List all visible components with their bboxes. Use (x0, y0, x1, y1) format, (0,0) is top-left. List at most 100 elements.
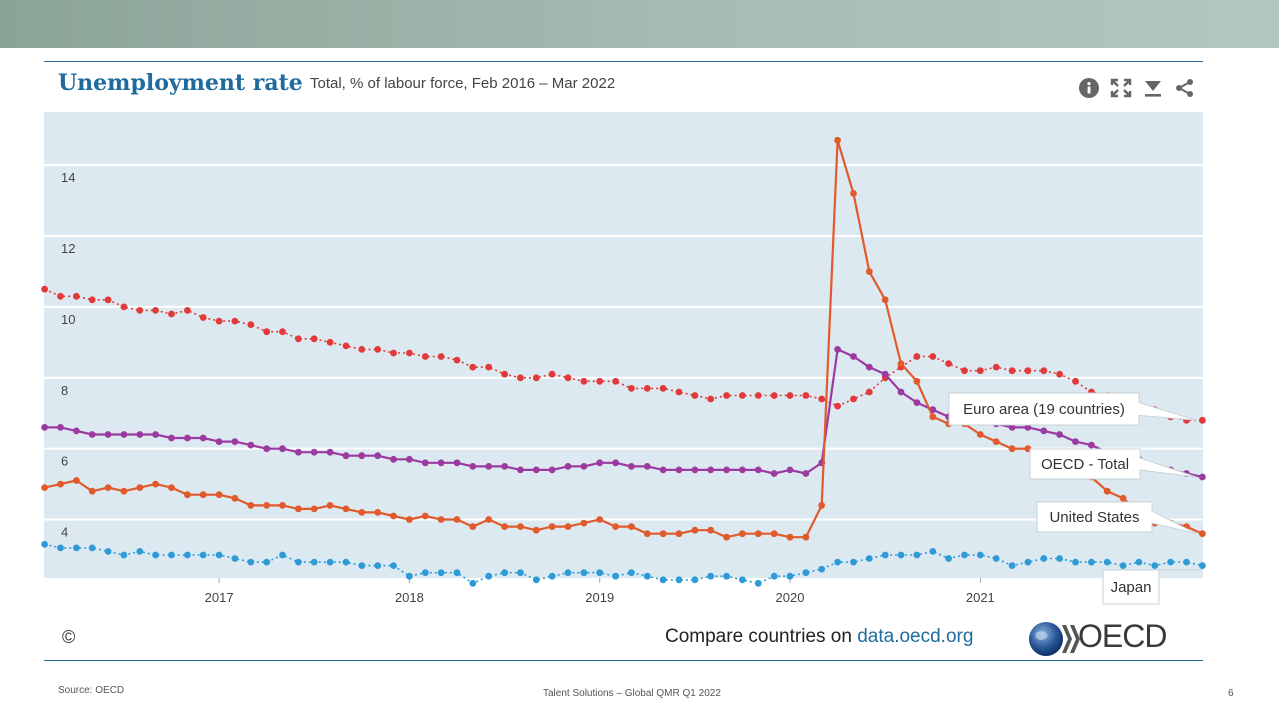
download-icon[interactable] (1143, 78, 1163, 98)
point-japan-51 (850, 558, 857, 566)
point-japan-63 (1040, 555, 1048, 562)
point-oecd-42 (707, 466, 715, 474)
point-us-42 (707, 526, 715, 534)
point-oecd-26 (453, 459, 461, 467)
point-euro-50 (834, 402, 841, 410)
point-oecd-51 (850, 353, 857, 360)
point-oecd-35 (596, 459, 604, 467)
point-oecd-63 (1040, 427, 1048, 435)
point-oecd-38 (643, 463, 651, 470)
point-japan-72 (1183, 558, 1190, 566)
point-euro-62 (1024, 367, 1032, 375)
point-oecd-52 (865, 363, 873, 371)
point-us-37 (628, 523, 635, 530)
oecd-globe-logo (1029, 622, 1080, 656)
callout-label-japan: Japan (1111, 579, 1152, 596)
point-japan-8 (168, 551, 175, 559)
point-us-51 (850, 190, 857, 197)
point-oecd-8 (168, 434, 175, 442)
point-euro-10 (199, 314, 207, 321)
point-euro-9 (184, 307, 191, 314)
point-us-29 (501, 523, 508, 530)
callout-label-us: United States (1049, 509, 1139, 526)
point-euro-40 (675, 388, 683, 396)
point-oecd-31 (532, 466, 540, 474)
point-us-12 (231, 494, 239, 502)
point-euro-6 (136, 307, 144, 314)
source-note: Source: OECD (58, 685, 125, 696)
point-us-31 (532, 526, 540, 534)
point-us-38 (643, 530, 651, 538)
point-oecd-1 (57, 424, 64, 431)
point-oecd-23 (406, 455, 413, 463)
point-us-2 (73, 477, 80, 484)
point-euro-25 (437, 353, 445, 360)
point-japan-4 (104, 548, 112, 555)
point-us-8 (168, 484, 175, 491)
share-icon[interactable] (1175, 78, 1195, 98)
compare-link[interactable]: data.oecd.org (857, 626, 974, 647)
point-japan-60 (992, 555, 1000, 562)
point-euro-58 (961, 367, 968, 375)
point-euro-32 (548, 370, 556, 378)
point-oecd-45 (754, 466, 762, 474)
y-tick-label-12: 12 (61, 241, 75, 256)
compare-prefix: Compare countries on (665, 626, 858, 647)
point-japan-33 (564, 569, 572, 577)
point-euro-5 (120, 303, 128, 311)
point-japan-46 (770, 572, 778, 580)
point-euro-52 (865, 388, 873, 396)
point-us-16 (295, 505, 302, 513)
point-us-26 (453, 516, 461, 523)
point-oecd-29 (501, 463, 508, 470)
point-oecd-24 (421, 459, 429, 467)
point-japan-25 (437, 569, 445, 577)
point-euro-11 (215, 317, 223, 325)
point-oecd-4 (104, 431, 112, 438)
point-us-45 (754, 530, 762, 538)
point-us-43 (723, 533, 730, 541)
point-oecd-2 (73, 427, 80, 435)
x-tick-label-2020: 2020 (776, 590, 805, 605)
info-icon[interactable] (1079, 78, 1099, 98)
point-oecd-65 (1072, 438, 1079, 445)
point-oecd-30 (517, 466, 524, 474)
point-euro-39 (659, 385, 667, 392)
point-euro-18 (326, 338, 334, 346)
compare-text: Compare countries on data.oecd.org (665, 626, 973, 648)
point-japan-39 (659, 576, 667, 584)
point-japan-68 (1119, 562, 1127, 569)
point-japan-5 (120, 551, 128, 559)
point-us-59 (976, 431, 984, 438)
point-japan-13 (247, 558, 255, 566)
point-euro-64 (1056, 370, 1063, 378)
point-euro-14 (263, 328, 271, 336)
point-japan-34 (580, 569, 588, 577)
point-us-19 (342, 505, 350, 513)
point-oecd-43 (723, 466, 730, 474)
point-euro-49 (818, 395, 826, 403)
point-us-48 (802, 533, 810, 541)
point-us-54 (897, 360, 905, 367)
point-euro-51 (850, 395, 857, 403)
callout-label-euro: Euro area (19 countries) (963, 401, 1125, 418)
callout-box-euro (948, 392, 1197, 426)
point-euro-13 (247, 321, 255, 328)
point-japan-66 (1088, 558, 1095, 566)
point-us-27 (469, 523, 477, 530)
point-euro-1 (57, 292, 64, 300)
point-japan-23 (406, 572, 413, 580)
point-oecd-21 (374, 452, 382, 460)
point-japan-11 (215, 551, 223, 559)
point-euro-45 (754, 392, 762, 399)
expand-icon[interactable] (1110, 78, 1132, 98)
point-japan-38 (643, 572, 651, 580)
point-japan-59 (976, 551, 984, 559)
point-japan-64 (1056, 555, 1063, 562)
point-japan-30 (517, 569, 524, 577)
point-japan-36 (612, 572, 619, 580)
chart-subtitle: Total, % of labour force, Feb 2016 – Mar… (310, 75, 616, 92)
callout-box-us (1036, 501, 1197, 535)
point-oecd-3 (88, 431, 96, 438)
